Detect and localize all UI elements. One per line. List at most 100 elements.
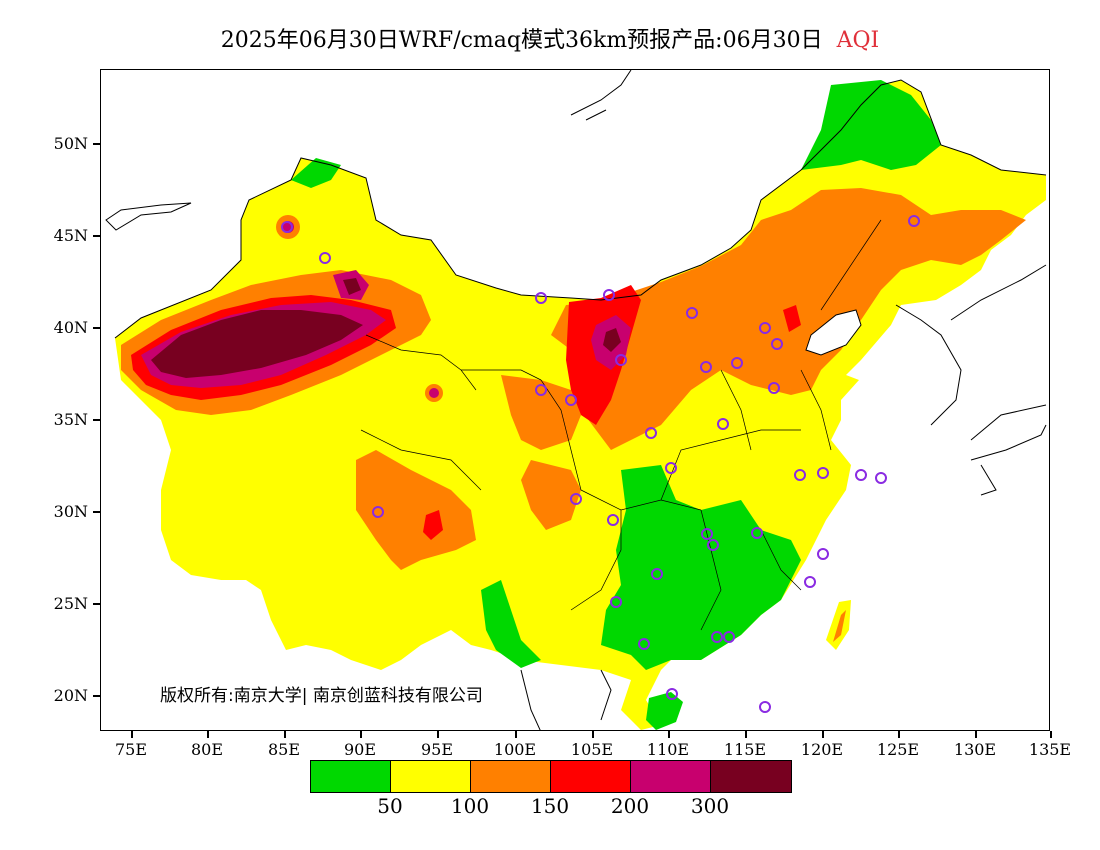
station-marker (610, 596, 622, 608)
station-marker (751, 527, 763, 539)
colorbar-label-200: 200 (610, 794, 650, 818)
colorbar-segment-unhealthy (551, 761, 631, 792)
region-unhealthy-beijing (783, 305, 801, 332)
colorbar-segment-very-unhealthy (631, 761, 711, 792)
region-good-southwest (481, 580, 541, 668)
aqi-map (105, 70, 1047, 730)
station-marker (281, 221, 293, 233)
axis-tick (975, 731, 977, 738)
lat-label-30n: 30N (53, 502, 88, 521)
colorbar-label-150: 150 (530, 794, 570, 818)
map-frame (100, 69, 1050, 731)
axis-tick (822, 731, 824, 738)
lat-label-50n: 50N (53, 134, 88, 153)
lon-label-125e: 125E (876, 740, 920, 759)
station-marker (731, 357, 743, 369)
hotspot-qinghai-core (429, 388, 439, 398)
station-marker (565, 394, 577, 406)
bohai-sea (805, 309, 862, 356)
axis-tick (284, 731, 286, 738)
station-marker (651, 568, 663, 580)
axis-tick (745, 731, 747, 738)
colorbar-label-100: 100 (450, 794, 490, 818)
coast-japan (970, 404, 1047, 496)
region-good-south (601, 465, 801, 670)
station-marker (666, 688, 678, 700)
lon-label-90e: 90E (343, 740, 377, 759)
region-good-northeast (801, 80, 941, 170)
region-hainan (646, 692, 683, 730)
axis-tick (668, 731, 670, 738)
lat-label-40n: 40N (53, 318, 88, 337)
station-marker (875, 472, 887, 484)
station-marker (535, 384, 547, 396)
coast-russia-east (950, 264, 1047, 321)
station-marker (319, 252, 331, 264)
station-marker (701, 528, 713, 540)
region-hazardous-junggar (343, 278, 361, 295)
station-marker (794, 469, 806, 481)
station-markers (281, 215, 920, 713)
station-marker (665, 462, 677, 474)
lon-label-120e: 120E (800, 740, 844, 759)
axis-tick (1050, 731, 1052, 738)
lon-label-135e: 135E (1028, 740, 1072, 759)
station-marker (817, 467, 829, 479)
colorbar-segment-hazardous (711, 761, 791, 792)
region-good-altai (291, 158, 341, 188)
lon-label-95e: 95E (420, 740, 454, 759)
station-marker (817, 548, 829, 560)
lon-label-75e: 75E (114, 740, 148, 759)
aqi-colorbar (310, 760, 792, 793)
axis-tick (93, 419, 101, 421)
colorbar-segment-sensitive (471, 761, 551, 792)
province-borders (360, 219, 882, 631)
station-marker (771, 338, 783, 350)
border-outline (114, 79, 1047, 339)
axis-tick (93, 235, 101, 237)
station-marker (707, 539, 719, 551)
coast-balkhash (105, 202, 192, 231)
axis-tick (131, 731, 133, 738)
station-marker (645, 427, 657, 439)
lat-label-25n: 25N (53, 594, 88, 613)
axis-tick (93, 695, 101, 697)
colorbar-segment-moderate (391, 761, 471, 792)
lon-label-85e: 85E (267, 740, 301, 759)
station-marker (855, 469, 867, 481)
station-marker (603, 289, 615, 301)
region-sensitive-central (501, 375, 581, 450)
lon-label-100e: 100E (493, 740, 537, 759)
lon-label-130e: 130E (953, 740, 997, 759)
region-unhealthy-tibet (423, 510, 443, 540)
axis-tick (93, 143, 101, 145)
axis-tick (93, 603, 101, 605)
region-sensitive-sichuan (521, 460, 581, 530)
station-marker (700, 361, 712, 373)
region-hazardous-tarim (151, 310, 363, 378)
station-marker (759, 701, 771, 713)
colorbar-label-300: 300 (690, 794, 730, 818)
copyright-text: 版权所有:南京大学| 南京创蓝科技有限公司 (160, 686, 483, 706)
axis-tick (898, 731, 900, 738)
colorbar-segment-good (311, 761, 391, 792)
coast-lake-baikal (570, 70, 632, 121)
station-marker (804, 576, 816, 588)
axis-tick (207, 731, 209, 738)
station-marker (607, 514, 619, 526)
station-marker (717, 418, 729, 430)
lon-label-110e: 110E (646, 740, 690, 759)
station-marker (535, 292, 547, 304)
lat-label-45n: 45N (53, 226, 88, 245)
coast-vietnam (520, 669, 612, 730)
station-marker (686, 307, 698, 319)
region-hazardous-north (603, 328, 621, 352)
colorbar-label-50: 50 (377, 794, 403, 818)
axis-tick (360, 731, 362, 738)
region-taiwan-orange (833, 610, 846, 642)
axis-tick (592, 731, 594, 738)
title-main: 2025年06月30日WRF/cmaq模式36km预报产品:06月30日 (220, 28, 823, 53)
station-marker (908, 215, 920, 227)
station-marker (638, 638, 650, 650)
region-sensitive-tibet (356, 450, 476, 570)
